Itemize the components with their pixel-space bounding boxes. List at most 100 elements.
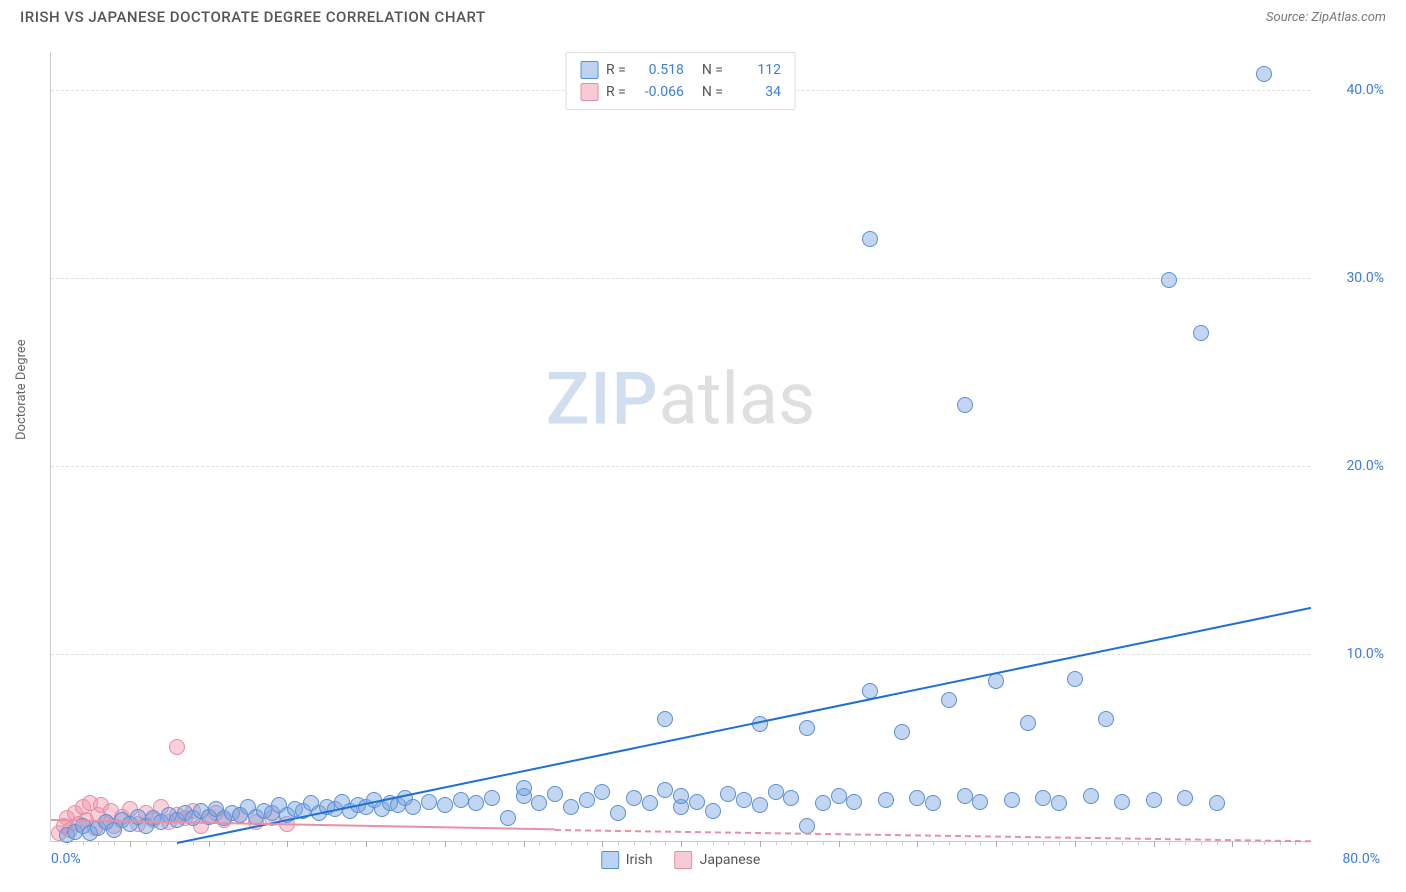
data-point (531, 795, 547, 811)
x-tick-minor (1059, 841, 1060, 845)
x-tick-minor (807, 841, 808, 845)
x-tick-minor (146, 841, 147, 845)
data-point (831, 788, 847, 804)
x-tick-minor (1028, 841, 1029, 845)
x-tick (1232, 841, 1233, 847)
legend-swatch (601, 851, 619, 869)
data-point (878, 792, 894, 808)
data-point (720, 786, 736, 802)
data-point (1098, 711, 1114, 727)
r-value: -0.066 (634, 84, 684, 100)
x-tick-minor (728, 841, 729, 845)
data-point (846, 794, 862, 810)
x-tick-minor (161, 841, 162, 845)
legend-label: Japanese (700, 852, 761, 868)
series-legend: Irish Japanese (601, 851, 761, 869)
x-tick-minor (303, 841, 304, 845)
x-tick (917, 841, 918, 847)
data-point (610, 805, 626, 821)
data-point (941, 692, 957, 708)
x-tick-minor (823, 841, 824, 845)
x-tick-minor (776, 841, 777, 845)
legend-label: Irish (626, 852, 653, 868)
x-tick-minor (713, 841, 714, 845)
legend-item: Irish (601, 851, 653, 869)
data-point (1035, 790, 1051, 806)
x-tick-minor (1012, 841, 1013, 845)
data-point (925, 795, 941, 811)
data-point (1083, 788, 1099, 804)
x-tick (524, 841, 525, 847)
x-tick (1154, 841, 1155, 847)
trend-line (177, 607, 1311, 844)
x-tick-minor (1201, 841, 1202, 845)
x-tick-minor (571, 841, 572, 845)
chart-source: Source: ZipAtlas.com (1266, 10, 1386, 25)
x-axis-max-label: 80.0% (1342, 851, 1380, 867)
x-tick-minor (193, 841, 194, 845)
r-label: R = (606, 84, 626, 100)
x-tick (681, 841, 682, 847)
data-point (642, 795, 658, 811)
data-point (468, 795, 484, 811)
x-tick-minor (1185, 841, 1186, 845)
x-tick-minor (1138, 841, 1139, 845)
data-point (752, 797, 768, 813)
data-point (988, 673, 1004, 689)
x-tick-minor (539, 841, 540, 845)
data-point (1020, 715, 1036, 731)
n-value: 112 (731, 62, 781, 78)
data-point (909, 790, 925, 806)
gridline (51, 466, 1310, 467)
data-point (1051, 795, 1067, 811)
gridline (51, 654, 1310, 655)
data-point (736, 792, 752, 808)
legend-swatch (580, 61, 598, 79)
data-point (594, 784, 610, 800)
x-tick-minor (1122, 841, 1123, 845)
data-point (169, 739, 185, 755)
data-point (421, 794, 437, 810)
x-tick-minor (870, 841, 871, 845)
data-point (799, 720, 815, 736)
x-tick-minor (555, 841, 556, 845)
x-tick (760, 841, 761, 847)
x-tick-minor (272, 841, 273, 845)
data-point (752, 716, 768, 732)
x-tick (130, 841, 131, 847)
data-point (689, 794, 705, 810)
data-point (957, 788, 973, 804)
x-tick-minor (587, 841, 588, 845)
legend-item: Japanese (675, 851, 761, 869)
x-tick-minor (319, 841, 320, 845)
x-tick-minor (854, 841, 855, 845)
x-tick-minor (350, 841, 351, 845)
y-axis-label: Doctorate Degree (14, 339, 29, 440)
data-point (862, 231, 878, 247)
data-point (957, 397, 973, 413)
y-tick-label: 20.0% (1320, 458, 1384, 474)
data-point (1193, 325, 1209, 341)
data-point (657, 711, 673, 727)
x-tick-minor (398, 841, 399, 845)
x-tick-minor (83, 841, 84, 845)
x-tick-minor (476, 841, 477, 845)
data-point (1146, 792, 1162, 808)
chart-title: IRISH VS JAPANESE DOCTORATE DEGREE CORRE… (20, 8, 486, 26)
x-tick (287, 841, 288, 847)
data-point (1256, 66, 1272, 82)
x-tick-minor (224, 841, 225, 845)
x-tick-minor (886, 841, 887, 845)
scatter-plot-area: ZIPatlas R =0.518N =112R =-0.066N =34 0.… (50, 52, 1310, 842)
x-tick-minor (744, 841, 745, 845)
x-tick (209, 841, 210, 847)
x-tick-minor (1091, 841, 1092, 845)
r-value: 0.518 (634, 62, 684, 78)
data-point (563, 799, 579, 815)
x-tick-minor (335, 841, 336, 845)
correlation-legend: R =0.518N =112R =-0.066N =34 (565, 52, 796, 110)
data-point (972, 794, 988, 810)
x-tick-minor (980, 841, 981, 845)
x-tick-minor (98, 841, 99, 845)
x-tick-minor (618, 841, 619, 845)
